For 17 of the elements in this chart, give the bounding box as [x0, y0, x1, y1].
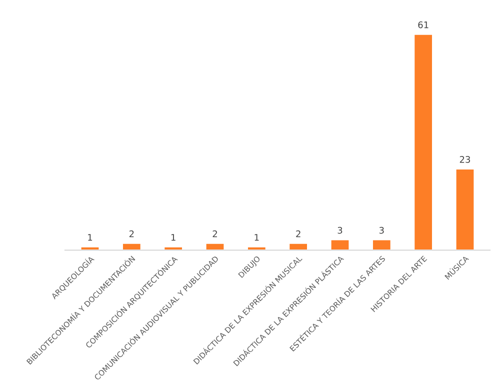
data-label: 1 [254, 234, 259, 241]
bar [413, 33, 434, 250]
data-label: 1 [88, 234, 92, 241]
bar [288, 242, 308, 250]
data-label: 1 [171, 234, 176, 241]
data-label: 2 [212, 230, 217, 238]
bar [122, 242, 142, 250]
bar [204, 242, 226, 250]
data-label: 2 [129, 230, 134, 238]
bar [454, 168, 476, 250]
bar [372, 238, 392, 250]
data-label: 61 [418, 21, 428, 28]
data-label: 3 [338, 226, 342, 234]
data-label: 23 [460, 156, 470, 163]
data-label: 3 [379, 226, 384, 234]
data-label: 2 [296, 230, 300, 238]
bar [330, 238, 350, 250]
